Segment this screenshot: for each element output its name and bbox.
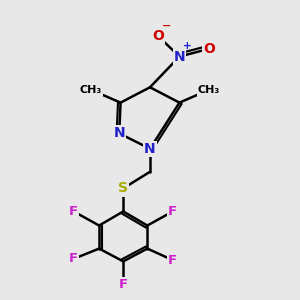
- Text: N: N: [174, 50, 185, 64]
- Text: O: O: [152, 29, 164, 43]
- Text: +: +: [183, 41, 192, 51]
- Text: N: N: [144, 142, 156, 156]
- Text: O: O: [203, 42, 215, 56]
- Text: F: F: [69, 252, 78, 265]
- Text: −: −: [161, 21, 171, 31]
- Text: CH₃: CH₃: [198, 85, 220, 95]
- Text: F: F: [69, 205, 78, 218]
- Text: F: F: [168, 254, 177, 267]
- Text: N: N: [113, 126, 125, 140]
- Text: F: F: [168, 205, 177, 218]
- Text: CH₃: CH₃: [80, 85, 102, 95]
- Text: S: S: [118, 182, 128, 195]
- Text: F: F: [119, 278, 128, 291]
